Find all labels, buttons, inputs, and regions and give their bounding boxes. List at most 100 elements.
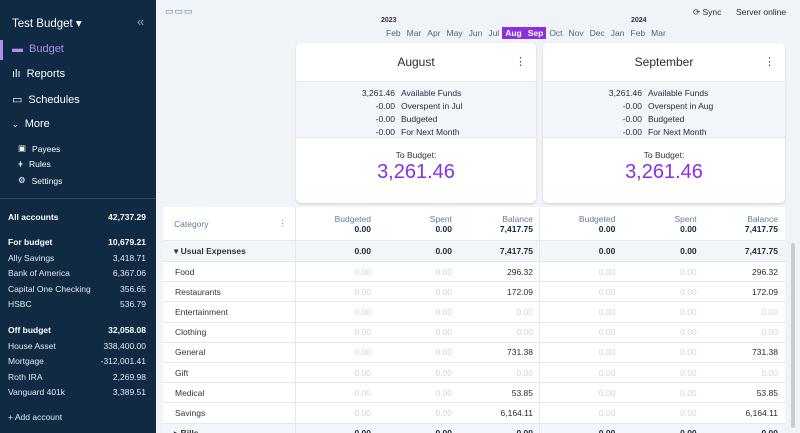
category-group-row[interactable]: ▸ Bills0.000.000.000.000.000.00 (163, 423, 785, 433)
balance-cell: 53.85 (511, 387, 533, 398)
category-name[interactable]: Food (163, 262, 296, 282)
scrollbar[interactable] (791, 243, 795, 428)
budgeted-cell[interactable]: 0.00 (354, 266, 371, 277)
budgeted-cell[interactable]: 0.00 (354, 347, 371, 358)
summary-list: 3,261.46 Available Funds -0.00 Overspent i… (543, 81, 785, 138)
category-name[interactable]: Medical (163, 383, 296, 403)
spent-cell: 0.00 (435, 347, 452, 358)
account-item[interactable]: Ally Savings 3,418.71 (8, 253, 146, 263)
nav-reports[interactable]: ılı Reports (12, 68, 65, 80)
add-account-button[interactable]: + Add account (8, 412, 63, 422)
month-dec[interactable]: Dec (589, 28, 605, 38)
month-nov[interactable]: Nov (568, 28, 584, 38)
nav-settings[interactable]: ⚙ Settings (18, 175, 62, 186)
budgeted-cell[interactable]: 0.00 (598, 327, 616, 338)
account-item[interactable]: Capital One Checking 356.65 (8, 284, 146, 294)
budgeted-cell[interactable]: 0.00 (296, 424, 377, 433)
month-feb[interactable]: Feb (630, 28, 646, 38)
balance-cell: 0.00 (761, 306, 778, 317)
balance: 10,679.21 (108, 237, 146, 247)
category-row[interactable]: Food 0.00 0.00 296.32 0.00 0.00 296.32 (163, 262, 785, 283)
active-indicator (0, 40, 3, 60)
budgeted-cell[interactable]: 0.00 (354, 407, 371, 418)
category-name[interactable]: ▸ Bills (163, 423, 296, 433)
account-item[interactable]: House Asset 338,400.00 (8, 341, 146, 351)
budgeted-cell[interactable]: 0.00 (598, 407, 616, 418)
budgeted-cell[interactable]: 0.00 (540, 424, 621, 433)
column-total: 7,417.75 (499, 223, 533, 234)
account-item[interactable]: Roth IRA 2,269.98 (8, 372, 146, 382)
to-budget-amount[interactable]: 3,261.46 (625, 161, 703, 183)
budgeted-cell[interactable]: 0.00 (354, 387, 371, 398)
collapse-sidebar-icon[interactable]: « (137, 14, 145, 29)
account-item[interactable]: Vanguard 401k 3,389.51 (8, 387, 146, 397)
more-menu-icon[interactable]: ⋮ (764, 56, 775, 68)
nav-budget[interactable]: ▬ Budget (12, 43, 64, 55)
balance: 338,400.00 (103, 341, 146, 351)
budgeted-cell[interactable]: 0.00 (598, 387, 616, 398)
account-item[interactable]: Bank of America 6,367.06 (8, 268, 146, 278)
month-sep[interactable]: Sep (524, 27, 547, 39)
sync-button[interactable]: ⟳ Sync (693, 7, 721, 18)
category-row[interactable]: Clothing 0.00 0.00 0.00 0.00 0.00 0.00 (163, 322, 785, 343)
nav-rules[interactable]: ǂ Rules (18, 159, 51, 169)
category-row[interactable]: Gift 0.00 0.00 0.00 0.00 0.00 0.00 (163, 363, 785, 384)
account-item[interactable]: Mortgage -312,001.41 (8, 356, 146, 366)
for-budget[interactable]: For budget 10,679.21 (8, 237, 146, 247)
budgeted-cell[interactable]: 0.00 (598, 246, 616, 256)
all-accounts[interactable]: All accounts 42,737.29 (8, 212, 146, 222)
nav-more[interactable]: ⌄ More (12, 118, 50, 130)
to-budget-amount[interactable]: 3,261.46 (377, 161, 455, 183)
nav-schedules[interactable]: ▭ Schedules (12, 93, 80, 107)
column-label: Balance (747, 213, 778, 224)
budgeted-cell[interactable]: 0.00 (598, 347, 616, 358)
month-mar[interactable]: Mar (651, 28, 666, 38)
month-jun[interactable]: Jun (468, 28, 483, 38)
off-budget[interactable]: Off budget 32,058.08 (8, 325, 146, 335)
more-menu-icon[interactable]: ⋮ (278, 218, 288, 228)
account-item[interactable]: HSBC 536.79 (8, 299, 146, 309)
month-summary-september: September ⋮ 3,261.46 Available Funds -0.0… (543, 43, 785, 203)
budgeted-cell[interactable]: 0.00 (598, 306, 616, 317)
month-feb[interactable]: Feb (386, 28, 401, 38)
month-jan[interactable]: Jan (610, 28, 625, 38)
nav-label: Rules (28, 159, 51, 169)
category-name[interactable]: Restaurants (163, 282, 296, 302)
category-name[interactable]: Entertainment (163, 302, 296, 322)
month-may[interactable]: May (446, 28, 463, 38)
more-menu-icon[interactable]: ⋮ (515, 56, 526, 68)
budget-name-menu[interactable]: Test Budget ▾ (12, 18, 82, 30)
month-apr[interactable]: Apr (427, 28, 441, 38)
budgeted-cell[interactable]: 0.00 (354, 367, 371, 378)
category-name[interactable]: Gift (163, 363, 296, 383)
balance-cell: 0.00 (458, 424, 539, 433)
balance: 2,269.98 (112, 372, 146, 382)
category-row[interactable]: Medical 0.00 0.00 53.85 0.00 0.00 53.85 (163, 383, 785, 404)
label: Off budget (8, 325, 51, 335)
month-oct[interactable]: Oct (549, 28, 563, 38)
view-toggle-icons[interactable]: ▭▭▭ (165, 6, 194, 16)
category-row[interactable]: Savings 0.00 0.00 6,164.11 0.00 0.00 6,164.11 (163, 403, 785, 424)
budgeted-cell[interactable]: 0.00 (354, 286, 371, 297)
category-name[interactable]: General (163, 342, 296, 362)
spent-cell: 0.00 (435, 387, 452, 398)
label: Capital One Checking (8, 284, 91, 294)
year-label: 2024 (631, 17, 647, 24)
budgeted-cell[interactable]: 0.00 (598, 367, 616, 378)
category-group-row[interactable]: ▾ Usual Expenses 0.00 0.00 7,417.75 0.00 0.00… (163, 241, 785, 262)
nav-payees[interactable]: ▣ Payees (18, 143, 60, 154)
category-name[interactable]: Clothing (163, 322, 296, 342)
month-mar[interactable]: Mar (406, 28, 422, 38)
category-row[interactable]: General 0.00 0.00 731.38 0.00 0.00 731.38 (163, 342, 785, 363)
month-jul[interactable]: Jul (488, 28, 500, 38)
category-name[interactable]: ▾ Usual Expenses (163, 241, 296, 261)
category-row[interactable]: Restaurants 0.00 0.00 172.09 0.00 0.00 172.09 (163, 282, 785, 303)
category-row[interactable]: Entertainment 0.00 0.00 0.00 0.00 0.00 0.00 (163, 302, 785, 323)
category-name[interactable]: Savings (163, 403, 296, 423)
budgeted-cell[interactable]: 0.00 (598, 266, 616, 277)
month-aug[interactable]: Aug (502, 27, 525, 39)
budgeted-cell[interactable]: 0.00 (598, 286, 616, 297)
budgeted-cell[interactable]: 0.00 (354, 246, 371, 256)
budgeted-cell[interactable]: 0.00 (354, 327, 371, 338)
budgeted-cell[interactable]: 0.00 (354, 306, 371, 317)
